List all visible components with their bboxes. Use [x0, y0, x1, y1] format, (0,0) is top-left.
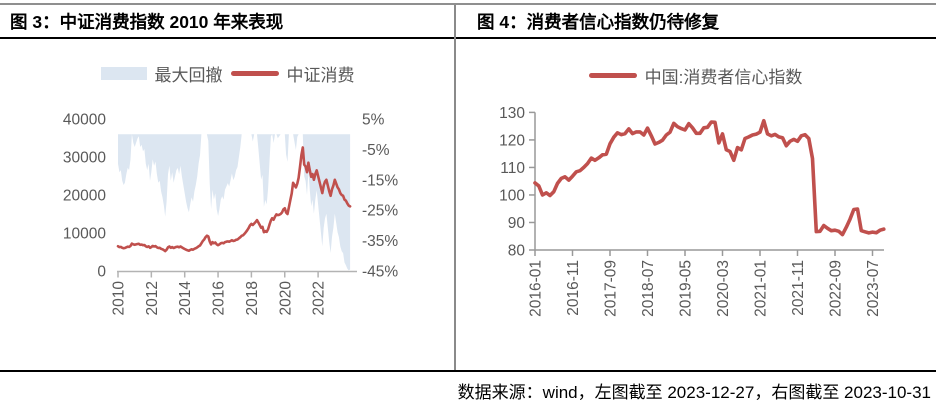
left-chart-y-tick-label: 0: [97, 264, 106, 281]
left-chart-y-tick-label: 10000: [63, 226, 106, 243]
right-chart-y-tick-label: 120: [499, 132, 525, 149]
title-underline-rule: [0, 37, 936, 39]
left-chart-y-tick-label: 20000: [63, 188, 106, 205]
top-rule: [0, 3, 936, 5]
left-chart-pct-tick-label: 5%: [362, 112, 385, 129]
figure-3-legend: 最大回撤 中证消费: [0, 61, 455, 86]
left-chart-pct-tick-label: -5%: [362, 142, 390, 159]
figure-3-title: 图 3：中证消费指数 2010 年来表现: [10, 12, 284, 32]
csi-consumer-line-swatch: [230, 71, 279, 76]
confidence-line-swatch: [588, 73, 637, 78]
data-source-note: 数据来源：wind，左图截至 2023-12-27，右图截至 2023-10-3…: [457, 383, 931, 402]
right-chart-x-tick-label: 2020-03: [715, 260, 732, 317]
max-drawdown-legend-label: 最大回撤: [154, 66, 223, 85]
right-chart-x-tick-label: 2019-05: [678, 260, 695, 317]
left-chart-y-tick-label: 40000: [63, 112, 106, 129]
left-chart-x-tick-label: 2022: [311, 281, 328, 315]
max-drawdown-area: [118, 134, 351, 271]
right-chart-x-tick-label: 2017-09: [603, 260, 620, 317]
right-chart-x-tick-label: 2023-07: [865, 260, 882, 317]
right-chart-x-tick-label: 2022-09: [828, 260, 845, 317]
figure-4-title: 图 4：消费者信心指数仍待修复: [477, 12, 720, 32]
left-chart-x-tick-label: 2014: [177, 281, 194, 316]
left-chart-x-tick-label: 2010: [111, 281, 128, 316]
csi-consumer-legend-label: 中证消费: [286, 66, 355, 85]
left-chart-pct-tick-label: -35%: [362, 233, 398, 250]
left-chart-y-tick-label: 30000: [63, 150, 106, 167]
panel-divider: [454, 5, 456, 370]
consumer-confidence-line: [533, 118, 886, 237]
left-chart-pct-tick-label: -45%: [362, 264, 398, 281]
right-chart-y-tick-label: 90: [508, 215, 526, 232]
max-drawdown-area-swatch: [100, 67, 147, 80]
left-chart-pct-tick-label: -25%: [362, 203, 398, 220]
left-chart-pct-tick-label: -15%: [362, 172, 398, 189]
right-chart-x-tick-label: 2016-01: [528, 260, 545, 317]
right-chart-x-tick-label: 2016-11: [565, 260, 582, 316]
left-chart-x-tick-label: 2020: [277, 281, 294, 316]
csi-consumer-line: [116, 146, 352, 253]
confidence-legend-label: 中国:消费者信心指数: [644, 68, 803, 87]
right-chart-y-tick-label: 130: [499, 105, 525, 122]
left-chart-x-tick-label: 2018: [244, 281, 261, 315]
right-chart-x-tick-label: 2021-11: [790, 260, 807, 316]
figure-4-legend: 中国:消费者信心指数: [455, 63, 936, 88]
right-chart-x-tick-label: 2021-01: [753, 260, 770, 317]
right-chart-y-tick-label: 100: [499, 187, 525, 204]
right-chart-y-tick-label: 110: [500, 160, 525, 177]
right-chart-x-tick-label: 2018-07: [640, 260, 657, 317]
left-chart-x-tick-label: 2012: [144, 281, 161, 315]
bottom-rule: [0, 370, 936, 372]
left-chart-x-tick-label: 2016: [211, 281, 228, 315]
right-chart-y-tick-label: 80: [508, 243, 526, 260]
